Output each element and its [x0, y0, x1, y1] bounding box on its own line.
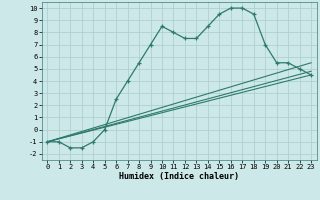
X-axis label: Humidex (Indice chaleur): Humidex (Indice chaleur): [119, 172, 239, 181]
